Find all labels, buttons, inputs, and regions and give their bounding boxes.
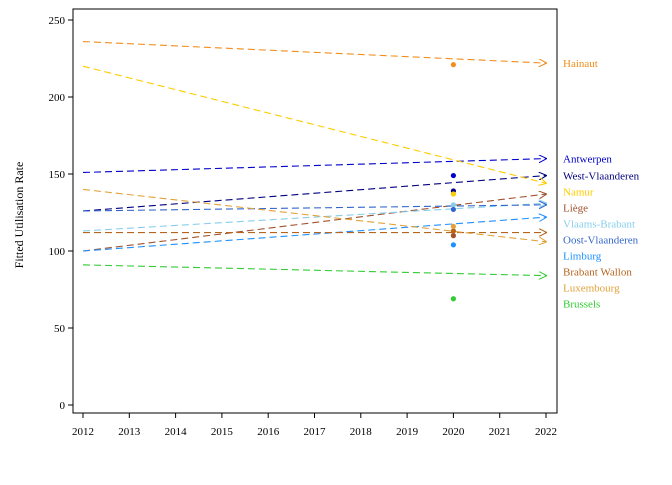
series-label: Namur (563, 187, 594, 199)
y-tick-label: 0 (60, 400, 66, 412)
plot-frame (72, 8, 558, 414)
observed-point (450, 202, 456, 208)
y-tick-label: 150 (49, 169, 66, 181)
series-line (82, 176, 546, 212)
x-tick-label: 2018 (350, 426, 373, 438)
series-label: Hainaut (563, 58, 598, 70)
series-line (82, 65, 546, 183)
y-tick-label: 100 (49, 246, 66, 258)
observed-point (450, 242, 456, 248)
series-lines (82, 41, 546, 276)
series-label: Oost-Vlaanderen (563, 235, 639, 247)
axes: 0 50 100 150 200 250 2012 2013 2014 2015 2016 2017 2… (49, 8, 558, 438)
series-label: Luxembourg (563, 283, 620, 295)
x-tick-label: 2021 (489, 426, 511, 438)
series-line (82, 159, 546, 174)
observed-point (450, 223, 456, 229)
y-tick-label: 50 (54, 323, 66, 335)
series-line (82, 188, 546, 241)
series-label: Brabant Wallon (563, 267, 632, 279)
series-label: Liège (563, 203, 588, 215)
observed-point (450, 228, 456, 234)
series-labels: Hainaut Antwerpen West-Vlaanderen Namur Lièg… (563, 58, 640, 310)
x-tick-label: 2013 (118, 426, 141, 438)
observed-point (450, 172, 456, 179)
series-label: Antwerpen (563, 154, 612, 166)
x-tick-label: 2015 (211, 426, 234, 438)
x-tick-label: 2019 (396, 426, 419, 438)
observed-point (450, 296, 456, 302)
series-line (82, 41, 546, 64)
series-label: West-Vlaanderen (563, 171, 640, 183)
x-tick-label: 2012 (72, 426, 94, 438)
x-tick-label: 2014 (165, 426, 188, 438)
series-label: Vlaams-Brabant (563, 219, 635, 231)
x-tick-label: 2016 (257, 426, 280, 438)
observed-point (450, 233, 456, 239)
series-line (82, 217, 546, 252)
series-line (82, 205, 546, 212)
observed-point (450, 191, 456, 197)
series-label: Brussels (563, 299, 600, 311)
x-tick-label: 2017 (304, 426, 327, 438)
observed-point (450, 206, 456, 213)
x-tick-label: 2020 (442, 426, 465, 438)
observed-point (450, 62, 456, 68)
observed-points (450, 62, 456, 302)
y-axis-title: Fitted Utilisation Rate (12, 162, 26, 269)
y-tick-label: 250 (49, 15, 66, 27)
series-line (82, 194, 546, 252)
x-tick-label: 2022 (535, 426, 557, 438)
y-tick-label: 200 (49, 92, 66, 104)
series-line (82, 203, 546, 232)
series-label: Limburg (563, 251, 602, 263)
series-line (82, 264, 546, 276)
